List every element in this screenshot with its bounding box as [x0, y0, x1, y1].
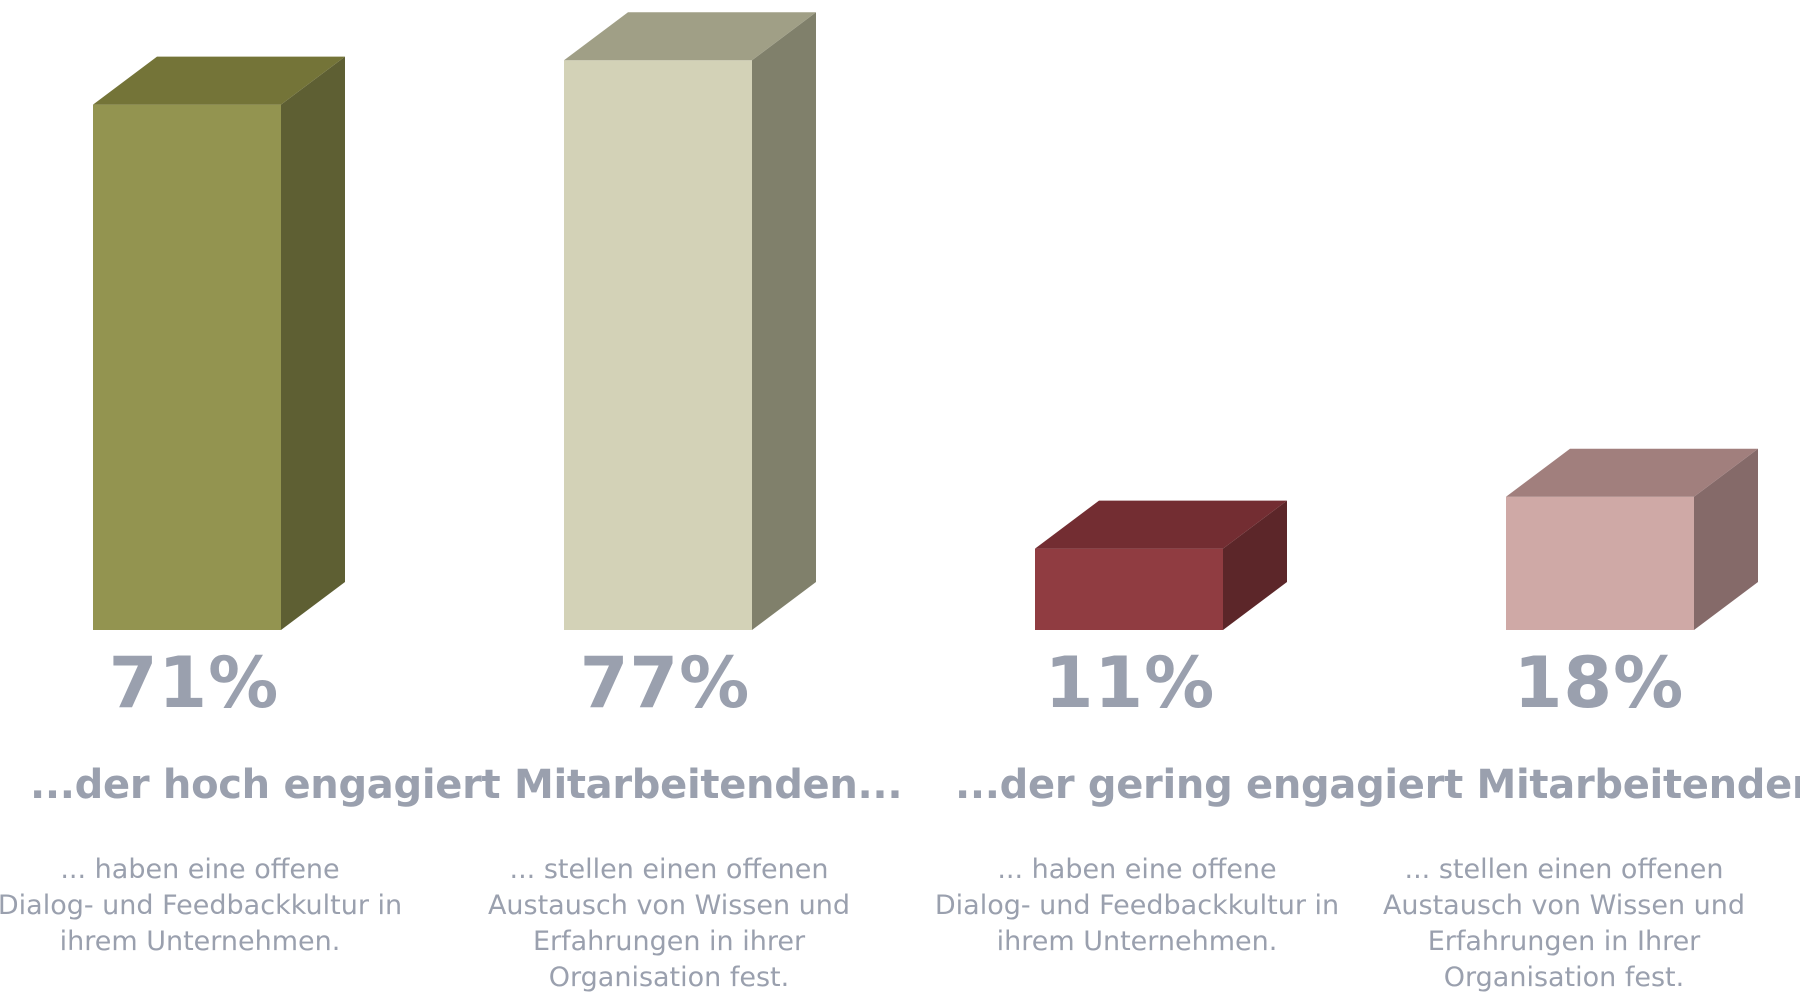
group-label-low-engaged: ...der gering engagiert Mitarbeitenden..… — [955, 762, 1800, 808]
bar-side-face — [281, 56, 345, 631]
description-bar-4: ... stellen einen offenen Austausch von … — [1344, 852, 1784, 996]
description-line: ... haben eine offene — [60, 854, 340, 885]
bar-front-face — [93, 104, 281, 631]
description-line: Dialog- und Feedbackkultur in — [0, 890, 403, 921]
description-bar-3: ... haben eine offene Dialog- und Feedba… — [917, 852, 1357, 960]
bar-top-face — [1035, 500, 1287, 549]
description-line: Organisation fest. — [548, 962, 790, 993]
description-line: ... stellen einen offenen — [1404, 854, 1724, 885]
description-bar-1: ... haben eine offene Dialog- und Feedba… — [0, 852, 420, 960]
description-line: ihrem Unternehmen. — [996, 926, 1278, 957]
description-line: Austausch von Wissen und — [487, 890, 851, 921]
description-bar-2: ... stellen einen offenen Austausch von … — [449, 852, 889, 996]
bar-front-face — [1035, 548, 1223, 630]
description-line: Austausch von Wissen und — [1382, 890, 1746, 921]
bar-3 — [1035, 500, 1287, 630]
description-line: ihrem Unternehmen. — [59, 926, 341, 957]
bar-2 — [564, 12, 816, 630]
bar-top-face — [1506, 448, 1758, 497]
bar-side-face — [752, 12, 816, 630]
bar-front-face — [1506, 496, 1694, 630]
group-label-high-engaged: ...der hoch engagiert Mitarbeitenden... — [30, 762, 903, 808]
bar-4 — [1506, 448, 1758, 630]
bar-1 — [93, 56, 345, 631]
description-line: ... haben eine offene — [997, 854, 1277, 885]
value-label-bar-4: 18% — [1513, 642, 1685, 724]
value-label-bar-3: 11% — [1044, 642, 1216, 724]
value-label-bar-1: 71% — [108, 642, 280, 724]
bar-top-face — [564, 12, 816, 61]
description-line: Organisation fest. — [1443, 962, 1685, 993]
bar-top-face — [93, 56, 345, 105]
bar-side-face — [1223, 500, 1287, 630]
bar-side-face — [1694, 448, 1758, 630]
bar-front-face — [564, 60, 752, 630]
description-line: Dialog- und Feedbackkultur in — [934, 890, 1340, 921]
description-line: ... stellen einen offenen — [509, 854, 829, 885]
value-label-bar-2: 77% — [579, 642, 751, 724]
description-line: Erfahrungen in Ihrer — [1427, 926, 1701, 957]
description-line: Erfahrungen in ihrer — [532, 926, 806, 957]
